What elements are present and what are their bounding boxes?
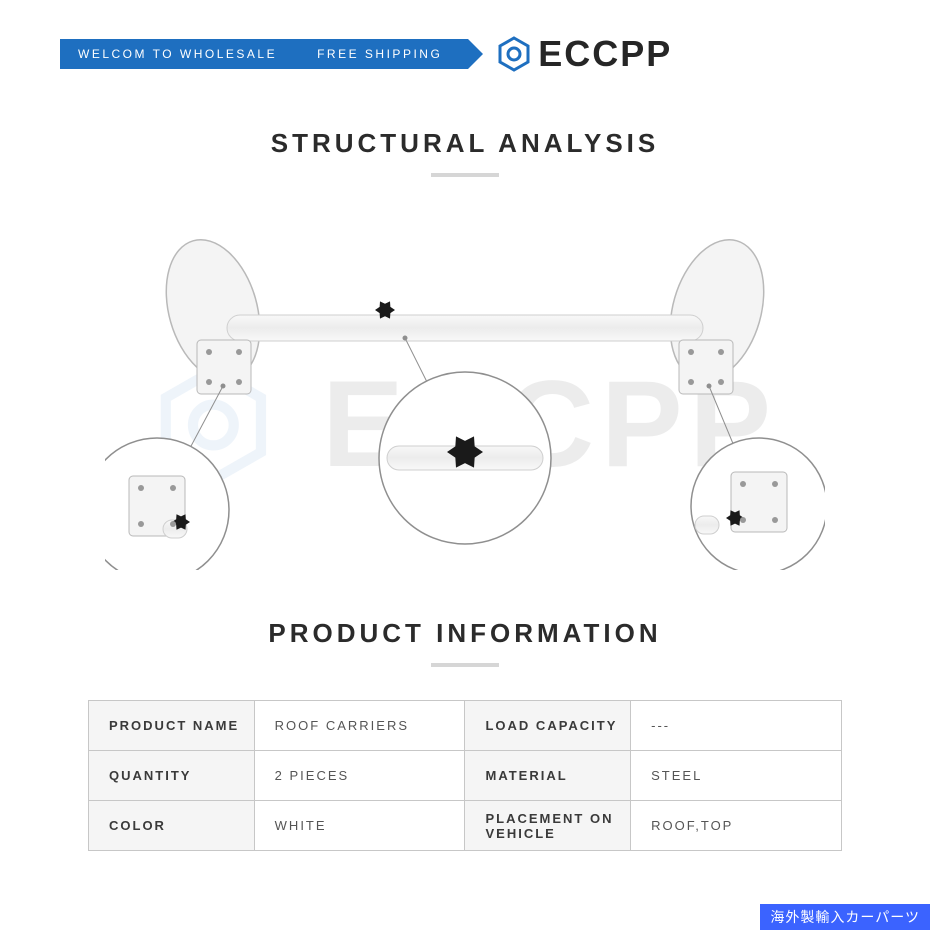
- bottom-label-text: 海外製輸入カーパーツ: [770, 907, 920, 927]
- spec-table: PRODUCT NAMEROOF CARRIERSLOAD CAPACITY--…: [88, 700, 842, 851]
- spec-value: ROOF CARRIERS: [254, 701, 465, 751]
- bottom-overseas-label: 海外製輸入カーパーツ: [760, 904, 930, 930]
- structural-heading: STRUCTURAL ANALYSIS: [0, 128, 930, 159]
- brand-hex-icon: [496, 36, 532, 72]
- spec-value: STEEL: [631, 751, 842, 801]
- top-banner: WELCOM TO WHOLESALE FREE SHIPPING ECCPP: [60, 36, 870, 72]
- structural-diagram: [105, 210, 825, 570]
- banner-ribbon: WELCOM TO WHOLESALE FREE SHIPPING: [60, 39, 468, 69]
- table-row: COLORWHITEPLACEMENT ON VEHICLEROOF,TOP: [89, 801, 842, 851]
- spec-key: QUANTITY: [89, 751, 255, 801]
- banner-text-2: FREE SHIPPING: [317, 47, 442, 61]
- heading-underline: [431, 663, 499, 667]
- spec-key: MATERIAL: [465, 751, 631, 801]
- spec-value: 2 PIECES: [254, 751, 465, 801]
- table-row: QUANTITY2 PIECESMATERIALSTEEL: [89, 751, 842, 801]
- brand-logo: ECCPP: [496, 33, 672, 75]
- brand-name: ECCPP: [538, 33, 672, 75]
- spec-value: WHITE: [254, 801, 465, 851]
- spec-value: ---: [631, 701, 842, 751]
- spec-key: COLOR: [89, 801, 255, 851]
- spec-value: ROOF,TOP: [631, 801, 842, 851]
- section-title-structural: STRUCTURAL ANALYSIS: [0, 128, 930, 177]
- spec-key: PLACEMENT ON VEHICLE: [465, 801, 631, 851]
- spec-key: LOAD CAPACITY: [465, 701, 631, 751]
- heading-underline: [431, 173, 499, 177]
- banner-text-1: WELCOM TO WHOLESALE: [78, 47, 277, 61]
- spec-key: PRODUCT NAME: [89, 701, 255, 751]
- product-heading: PRODUCT INFORMATION: [0, 618, 930, 649]
- table-row: PRODUCT NAMEROOF CARRIERSLOAD CAPACITY--…: [89, 701, 842, 751]
- section-title-product: PRODUCT INFORMATION: [0, 618, 930, 667]
